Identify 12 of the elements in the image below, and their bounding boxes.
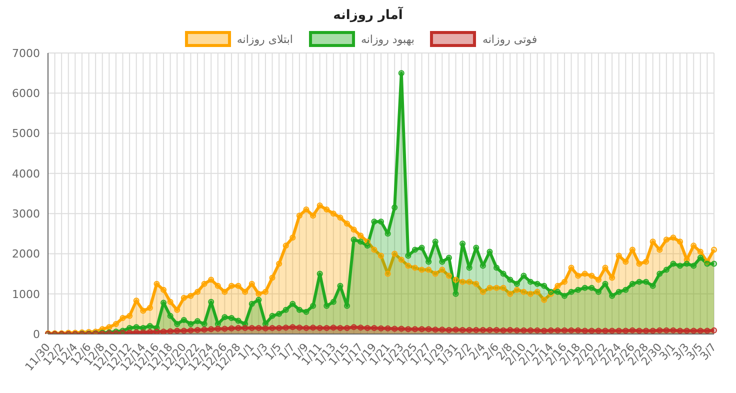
chart-title: آمار روزانه xyxy=(332,8,404,23)
legend-label: بهبود روزانه xyxy=(360,32,414,46)
y-tick-label: 0 xyxy=(33,328,40,341)
y-tick-label: 4000 xyxy=(12,167,40,180)
y-tick-label: 2000 xyxy=(12,248,40,261)
legend-label: فوتی روزانه xyxy=(482,32,538,46)
y-tick-label: 6000 xyxy=(12,87,40,100)
y-tick-label: 1000 xyxy=(12,288,40,301)
y-tick-label: 3000 xyxy=(12,207,40,220)
legend-label: ابتلای روزانه xyxy=(236,32,293,46)
y-tick-label: 5000 xyxy=(12,127,40,140)
y-tick-label: 7000 xyxy=(12,46,40,60)
